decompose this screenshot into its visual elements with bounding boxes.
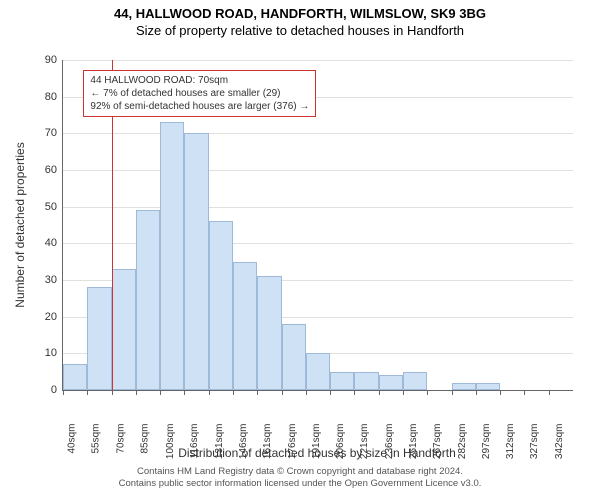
x-tick [330, 390, 331, 395]
histogram-bar [330, 372, 354, 390]
x-tick-label: 70sqm [115, 424, 126, 454]
x-tick-label: 342sqm [554, 424, 565, 460]
x-tick [403, 390, 404, 395]
histogram-bar [112, 269, 136, 390]
y-tick-label: 40 [45, 237, 63, 249]
info-line2: ← 7% of detached houses are smaller (29) [90, 87, 309, 100]
x-tick [354, 390, 355, 395]
x-tick [379, 390, 380, 395]
gridline [63, 60, 573, 61]
x-tick [160, 390, 161, 395]
x-tick [306, 390, 307, 395]
y-tick-label: 70 [45, 127, 63, 139]
gridline [63, 207, 573, 208]
histogram-bar [452, 383, 476, 390]
y-tick-label: 30 [45, 274, 63, 286]
y-tick-label: 60 [45, 164, 63, 176]
histogram-bar [282, 324, 306, 390]
x-tick [184, 390, 185, 395]
histogram-bar [87, 287, 111, 390]
x-tick-label: 327sqm [530, 424, 541, 460]
x-tick [549, 390, 550, 395]
histogram-bar [403, 372, 427, 390]
histogram-bar [354, 372, 378, 390]
x-tick [282, 390, 283, 395]
x-tick-label: 282sqm [457, 424, 468, 460]
y-tick-label: 50 [45, 201, 63, 213]
histogram-bar [379, 375, 403, 390]
x-tick-label: 297sqm [481, 424, 492, 460]
x-tick [500, 390, 501, 395]
title-line1: 44, HALLWOOD ROAD, HANDFORTH, WILMSLOW, … [0, 6, 600, 23]
histogram-bar [209, 221, 233, 390]
x-tick [427, 390, 428, 395]
x-tick [136, 390, 137, 395]
y-tick-label: 0 [51, 384, 63, 396]
histogram-bar [160, 122, 184, 390]
x-tick-label: 40sqm [67, 424, 78, 454]
y-tick-label: 90 [45, 54, 63, 66]
y-tick-label: 20 [45, 311, 63, 323]
chart-title: 44, HALLWOOD ROAD, HANDFORTH, WILMSLOW, … [0, 0, 600, 40]
x-tick [209, 390, 210, 395]
histogram-bar [476, 383, 500, 390]
x-tick [112, 390, 113, 395]
x-tick [524, 390, 525, 395]
info-line1: 44 HALLWOOD ROAD: 70sqm [90, 74, 309, 87]
x-tick [257, 390, 258, 395]
histogram-bar [63, 364, 87, 390]
gridline [63, 133, 573, 134]
y-tick-label: 80 [45, 91, 63, 103]
histogram-bar [184, 133, 208, 390]
x-axis-label: Distribution of detached houses by size … [178, 446, 456, 460]
x-tick-label: 100sqm [165, 424, 176, 460]
title-line2: Size of property relative to detached ho… [0, 23, 600, 40]
property-info-box: 44 HALLWOOD ROAD: 70sqm← 7% of detached … [83, 70, 316, 117]
histogram-bar [233, 262, 257, 390]
histogram-bar [257, 276, 281, 390]
y-tick-label: 10 [45, 347, 63, 359]
x-tick [87, 390, 88, 395]
x-tick [63, 390, 64, 395]
gridline [63, 170, 573, 171]
x-tick [233, 390, 234, 395]
x-tick [452, 390, 453, 395]
x-tick-label: 312sqm [505, 424, 516, 460]
plot-area: 010203040506070809040sqm55sqm70sqm85sqm1… [62, 60, 573, 391]
histogram-bar [136, 210, 160, 390]
footer-attribution: Contains HM Land Registry data © Crown c… [0, 466, 600, 491]
x-tick [476, 390, 477, 395]
x-tick-label: 85sqm [139, 424, 150, 454]
footer-line2: Contains public sector information licen… [0, 478, 600, 490]
histogram-bar [306, 353, 330, 390]
info-line3: 92% of semi-detached houses are larger (… [90, 100, 309, 113]
footer-line1: Contains HM Land Registry data © Crown c… [0, 466, 600, 478]
y-axis-label: Number of detached properties [13, 142, 27, 307]
x-tick-label: 55sqm [91, 424, 102, 454]
